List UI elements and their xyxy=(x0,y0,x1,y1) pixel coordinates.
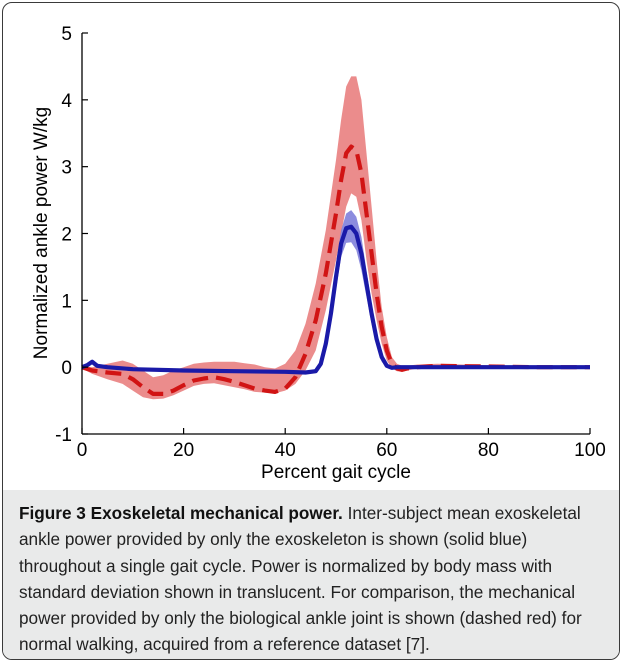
plot-area xyxy=(81,76,590,400)
y-ticks: -1 0 1 2 3 4 5 xyxy=(55,24,88,446)
caption-title: Figure 3 Exoskeletal mechanical power. xyxy=(19,503,343,523)
y-tick-label: 0 xyxy=(61,358,72,379)
x-tick-label: 80 xyxy=(478,440,499,461)
x-tick-label: 40 xyxy=(275,440,296,461)
x-tick-label: 20 xyxy=(173,440,194,461)
y-tick-label: 1 xyxy=(61,291,72,312)
y-tick-label: 5 xyxy=(61,24,72,45)
figure-caption: Figure 3 Exoskeletal mechanical power. I… xyxy=(19,500,603,658)
caption-area: Figure 3 Exoskeletal mechanical power. I… xyxy=(3,490,619,659)
x-tick-label: 0 xyxy=(77,440,88,461)
series-1-mean-line xyxy=(81,224,590,375)
x-tick-label: 100 xyxy=(574,440,606,461)
x-ticks: 0 20 40 60 80 100 xyxy=(77,428,606,461)
y-axis-label: Normalized ankle power W/kg xyxy=(31,107,52,359)
caption-body: Inter-subject mean exoskeletal ankle pow… xyxy=(19,503,582,655)
x-axis-label: Percent gait cycle xyxy=(261,462,411,483)
y-tick-label: 2 xyxy=(61,225,72,246)
y-tick-label: -1 xyxy=(55,425,72,446)
y-tick-label: 3 xyxy=(61,158,72,179)
series-0-sd-band xyxy=(82,76,590,400)
y-tick-label: 4 xyxy=(61,91,72,112)
x-tick-label: 60 xyxy=(376,440,397,461)
